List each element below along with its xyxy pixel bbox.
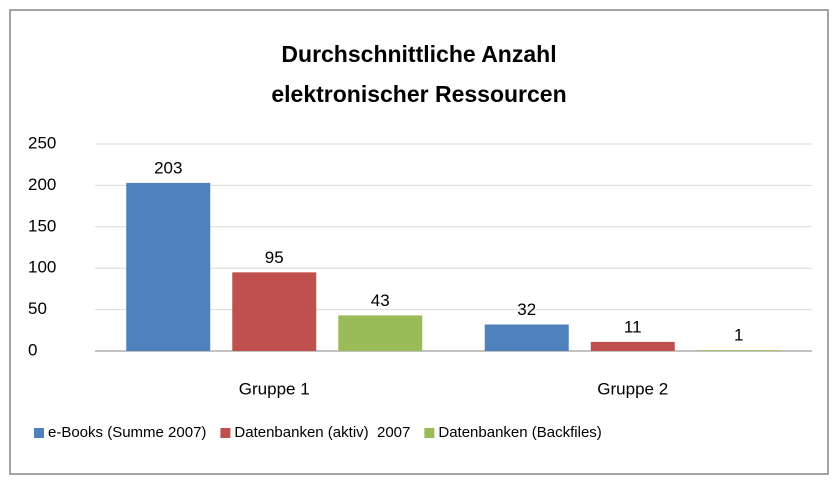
bar [590, 341, 675, 351]
bar [126, 182, 211, 351]
y-tick-label: 200 [28, 175, 56, 194]
data-label: 95 [265, 248, 284, 267]
chart-title: elektronischer Ressourcen [271, 81, 566, 107]
legend-swatch [424, 428, 435, 438]
data-label: 203 [154, 158, 182, 177]
y-tick-label: 250 [28, 133, 56, 152]
legend-label: Datenbanken (Backfiles) [438, 424, 601, 441]
legend-label: Datenbanken (aktiv) 2007 [234, 424, 410, 441]
legend-label: e-Books (Summe 2007) [48, 424, 206, 441]
data-label: 32 [517, 300, 536, 319]
y-tick-label: 50 [28, 299, 47, 318]
bar [232, 272, 317, 351]
x-tick-label: Gruppe 1 [239, 379, 310, 398]
x-tick-label: Gruppe 2 [597, 379, 668, 398]
data-label: 1 [734, 326, 743, 345]
data-label: 43 [371, 291, 390, 310]
y-tick-label: 100 [28, 258, 56, 277]
bar [696, 350, 781, 351]
legend-swatch [34, 428, 44, 438]
bar [338, 315, 423, 351]
y-tick-label: 150 [28, 216, 56, 235]
chart-title: Durchschnittliche Anzahl [281, 41, 556, 67]
bar [484, 324, 569, 351]
y-tick-label: 0 [28, 340, 37, 359]
data-label: 11 [624, 317, 642, 336]
legend-swatch [220, 428, 231, 438]
